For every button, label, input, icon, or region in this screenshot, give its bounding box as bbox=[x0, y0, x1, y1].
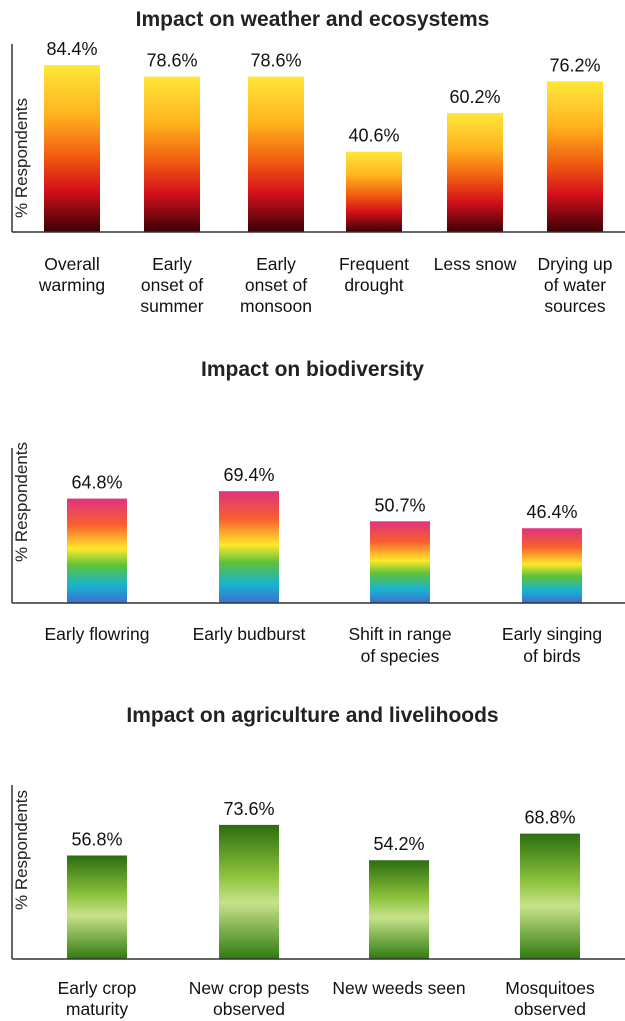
category-label: Drying up of water sources bbox=[538, 254, 613, 316]
bar bbox=[219, 824, 279, 959]
bar-value-label: 84.4% bbox=[46, 39, 97, 59]
bar-value-label: 78.6% bbox=[250, 51, 301, 71]
agriculture-chart-panel: Impact on agriculture and livelihoods % … bbox=[0, 690, 625, 1021]
category-label: Early budburst bbox=[193, 624, 306, 644]
bar bbox=[346, 151, 402, 232]
y-axis-label: % Respondents bbox=[12, 442, 31, 562]
bar-value-label: 60.2% bbox=[449, 87, 500, 107]
category-label: Early onset of summer bbox=[140, 254, 203, 316]
bar bbox=[447, 112, 503, 232]
y-axis-label: % Respondents bbox=[12, 790, 31, 910]
bar-value-label: 56.8% bbox=[71, 829, 122, 849]
bar-value-label: 76.2% bbox=[549, 55, 600, 75]
bar-value-label: 50.7% bbox=[374, 495, 425, 515]
biodiversity-chart: % Respondents 64.8% Early flowring 69.4% Ear… bbox=[11, 442, 625, 666]
category-label: Frequent drought bbox=[339, 254, 409, 295]
weather-chart-title: Impact on weather and ecosystems bbox=[135, 8, 490, 31]
bar bbox=[369, 860, 429, 959]
category-label: Early onset of monsoon bbox=[240, 254, 312, 316]
category-label: New crop pests observed bbox=[189, 978, 310, 1019]
y-axis-label: % Respondents bbox=[12, 98, 31, 218]
category-label: Less snow bbox=[434, 254, 517, 274]
category-label: Early flowring bbox=[44, 624, 149, 644]
category-label: Early singing of birds bbox=[502, 624, 602, 666]
bar bbox=[520, 833, 580, 959]
bar-value-label: 40.6% bbox=[348, 126, 399, 146]
bar bbox=[67, 498, 127, 603]
bar bbox=[67, 855, 127, 959]
bar bbox=[248, 76, 304, 233]
category-label: New weeds seen bbox=[332, 978, 465, 998]
biodiversity-chart-title: Impact on biodiversity bbox=[201, 358, 424, 381]
bar bbox=[219, 491, 279, 603]
category-label: Mosquitoes observed bbox=[505, 978, 595, 1019]
bar-value-label: 64.8% bbox=[71, 473, 122, 493]
bar bbox=[44, 65, 100, 232]
bar bbox=[370, 521, 430, 603]
bar-value-label: 69.4% bbox=[223, 465, 274, 485]
category-label: Shift in range of species bbox=[348, 624, 451, 666]
weather-chart-panel: Impact on weather and ecosystems % Respo… bbox=[0, 0, 625, 330]
bar bbox=[144, 76, 200, 233]
agriculture-chart: % Respondents 56.8% Early crop maturity 73.6… bbox=[11, 785, 625, 1019]
category-label: Early crop maturity bbox=[58, 978, 137, 1019]
biodiversity-chart-panel: Impact on biodiversity % Respondents 64.8… bbox=[0, 340, 625, 680]
bar-value-label: 73.6% bbox=[223, 799, 274, 819]
weather-chart: % Respondents 84.4% Overall warming 78.6% Ear… bbox=[11, 39, 625, 316]
bar bbox=[522, 528, 582, 603]
bar-value-label: 46.4% bbox=[526, 502, 577, 522]
bar bbox=[547, 81, 603, 232]
bar-value-label: 54.2% bbox=[373, 834, 424, 854]
bar-value-label: 78.6% bbox=[146, 51, 197, 71]
agriculture-chart-title: Impact on agriculture and livelihoods bbox=[126, 704, 499, 727]
bar-value-label: 68.8% bbox=[524, 808, 575, 828]
category-label: Overall warming bbox=[38, 254, 105, 295]
